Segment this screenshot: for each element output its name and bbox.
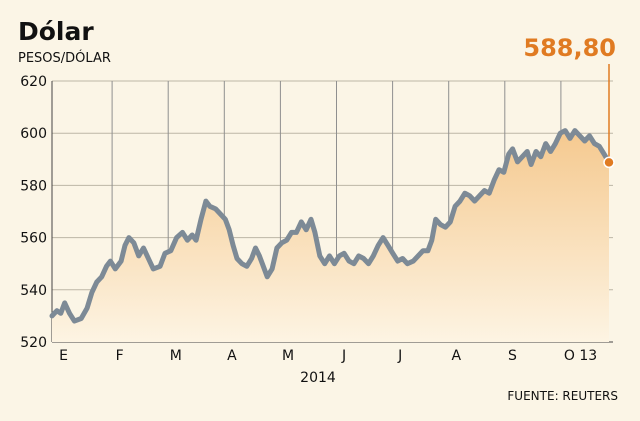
x-tick-label: J	[397, 348, 402, 364]
x-axis-year: 2014	[300, 370, 336, 386]
x-tick-label: M	[170, 348, 182, 364]
x-tick-label: M	[282, 348, 294, 364]
x-tick-label: A	[227, 348, 237, 364]
x-tick-label: A	[452, 348, 462, 364]
month-label-layer: E F M A M J J A S O 13	[59, 348, 597, 364]
y-tick-label: 600	[20, 126, 47, 142]
chart-title: Dólar	[18, 17, 94, 46]
y-axis-label: PESOS/DÓLAR	[18, 50, 111, 66]
last-value-label: 588,80	[523, 34, 616, 62]
x-tick-label: S	[508, 348, 517, 364]
source-note: FUENTE: REUTERS	[507, 389, 618, 403]
y-tick-label: 560	[20, 231, 47, 247]
area-fill	[52, 130, 609, 342]
y-tick-label: 520	[20, 335, 47, 351]
y-tick-label: 580	[20, 178, 47, 194]
x-tick-label: F	[116, 348, 124, 364]
y-tick-label: 620	[20, 74, 47, 90]
x-tick-label: E	[59, 348, 68, 364]
x-tick-label: J	[341, 348, 346, 364]
x-tick-label: O 13	[564, 348, 597, 364]
last-value-marker	[603, 156, 615, 169]
series-line	[49, 128, 612, 324]
tick-layer: 520 540 560 580 600 620	[20, 74, 47, 351]
y-tick-label: 540	[20, 283, 47, 299]
